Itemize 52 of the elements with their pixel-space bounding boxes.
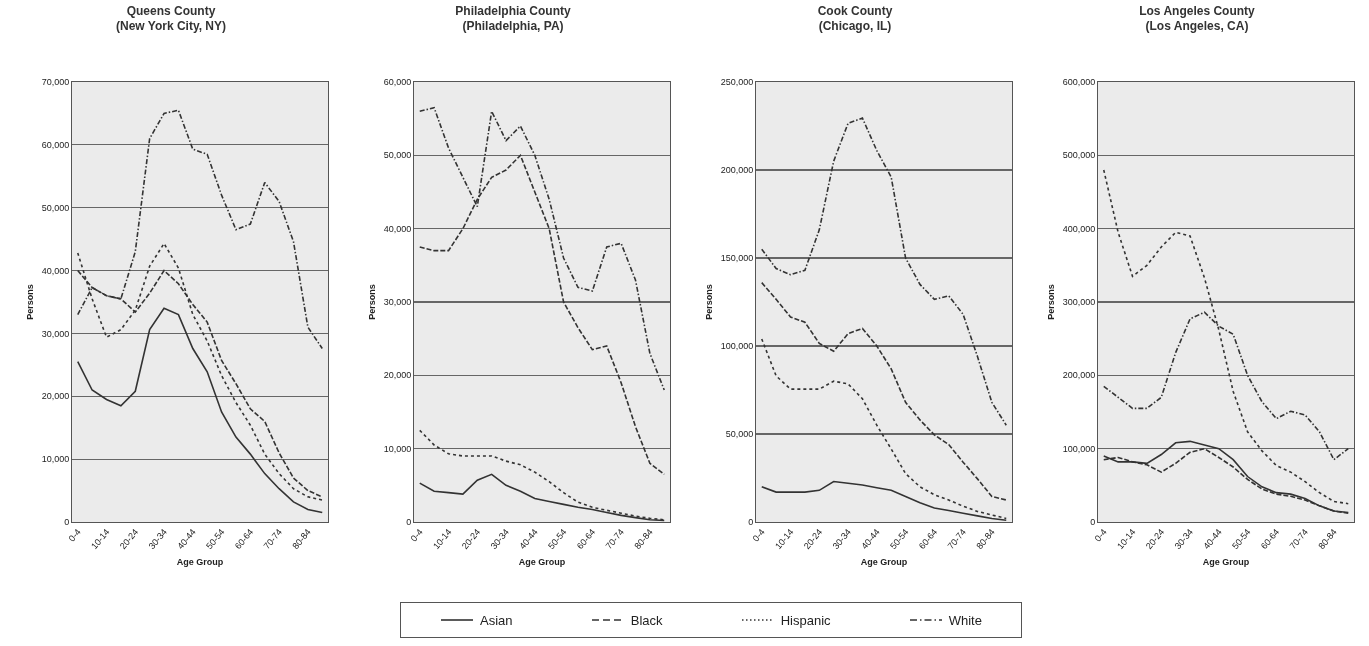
y-axis-title: Persons — [1046, 284, 1056, 320]
y-tick-label: 600,000 — [1062, 77, 1096, 88]
y-tick-label: 150,000 — [720, 253, 754, 264]
x-axis-title: Age Group — [176, 556, 224, 567]
chart-title: Philadelphia County (Philadelphia, PA) — [455, 3, 571, 34]
y-axis-title: Persons — [25, 284, 36, 320]
y-tick-label: 200,000 — [1062, 370, 1096, 381]
legend-label: White — [948, 612, 982, 628]
y-tick-label: 0 — [64, 517, 70, 528]
x-tick-label: 0-4 — [66, 527, 83, 544]
y-tick-label: 200,000 — [720, 165, 754, 176]
line-series — [760, 117, 1008, 426]
y-tick-label: 0 — [1090, 517, 1096, 528]
line-series — [760, 281, 1008, 501]
x-axis-title: Age Group — [518, 556, 566, 567]
legend-label: Black — [630, 612, 663, 628]
x-tick-label: 0-4 — [750, 527, 767, 544]
line-series — [1102, 169, 1350, 505]
y-tick-label: 50,000 — [383, 150, 412, 161]
y-tick-label: 60,000 — [41, 140, 70, 151]
y-tick-label: 100,000 — [1062, 443, 1096, 454]
y-tick-label: 10,000 — [41, 454, 70, 465]
y-tick-label: 20,000 — [383, 370, 412, 381]
y-tick-label: 250,000 — [720, 77, 754, 88]
y-tick-label: 0 — [406, 517, 412, 528]
y-tick-label: 40,000 — [383, 223, 412, 234]
y-tick-label: 300,000 — [1062, 297, 1096, 308]
chart-title: Queens County (New York City, NY) — [115, 3, 227, 34]
y-tick-label: 500,000 — [1062, 150, 1096, 161]
y-axis-title: Persons — [367, 284, 378, 320]
y-tick-label: 0 — [748, 517, 754, 528]
y-tick-label: 50,000 — [725, 429, 754, 440]
y-tick-label: 20,000 — [41, 391, 70, 402]
y-tick-label: 50,000 — [41, 202, 70, 213]
line-series — [76, 307, 324, 514]
x-axis-title: Age Group — [1202, 556, 1250, 567]
x-tick-label: 0-4 — [408, 527, 425, 544]
chart-title: Cook County (Chicago, IL) — [817, 3, 893, 34]
y-tick-label: 40,000 — [41, 265, 70, 276]
y-tick-label: 70,000 — [41, 77, 70, 88]
y-tick-label: 30,000 — [41, 328, 70, 339]
y-tick-label: 400,000 — [1062, 223, 1096, 234]
x-tick-label: 0-4 — [1092, 527, 1109, 544]
legend-label: Asian — [480, 612, 513, 628]
legend-label: Hispanic — [780, 612, 831, 628]
y-tick-label: 30,000 — [383, 297, 412, 308]
x-axis-title: Age Group — [860, 556, 908, 567]
y-tick-label: 60,000 — [383, 77, 412, 88]
y-tick-label: 10,000 — [383, 443, 412, 454]
y-tick-label: 100,000 — [720, 341, 754, 352]
chart-title: Los Angeles County (Los Angeles, CA) — [1139, 3, 1256, 34]
y-axis-title: Persons — [704, 284, 714, 320]
